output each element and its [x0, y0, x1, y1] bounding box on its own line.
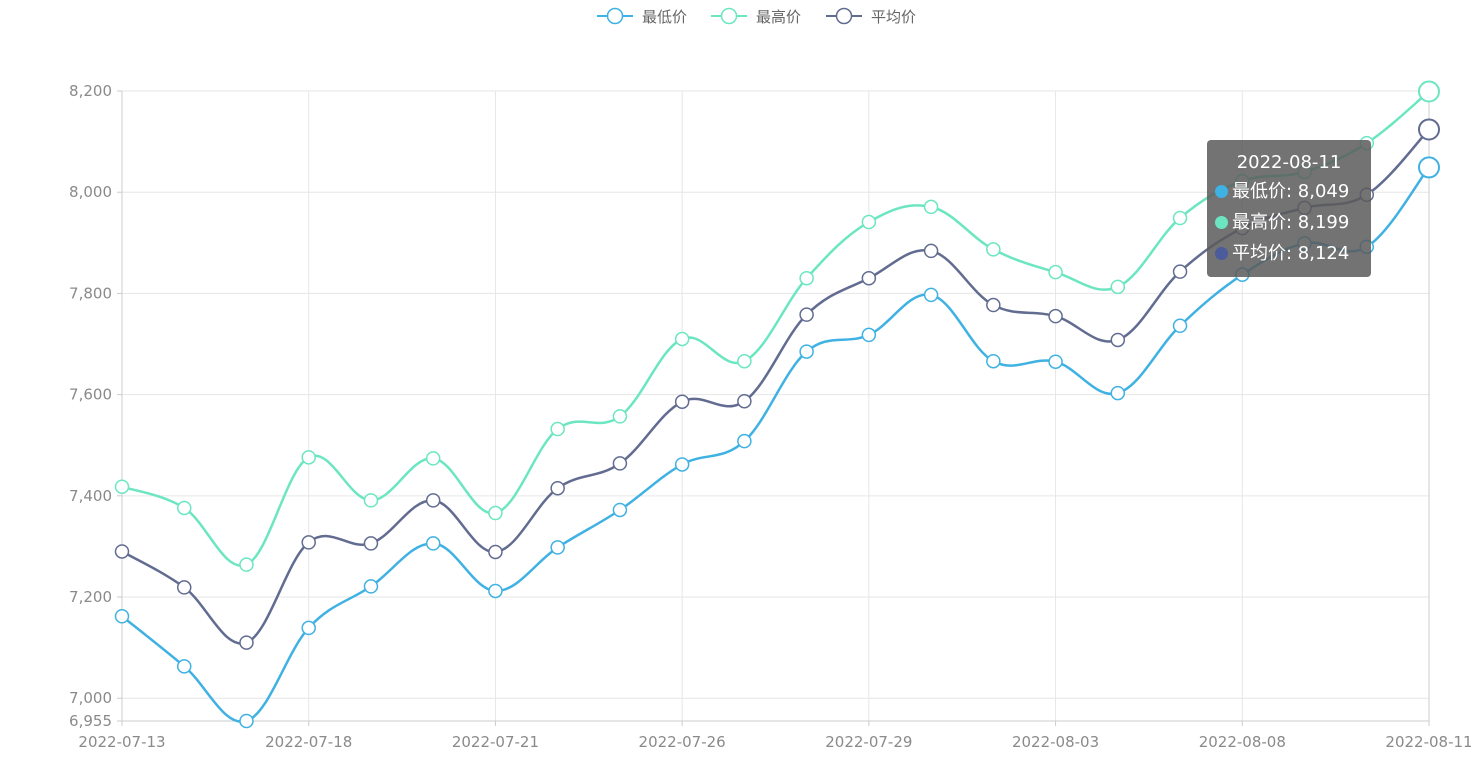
x-tick-label: 2022-08-03 [1012, 733, 1099, 751]
data-point[interactable] [1418, 118, 1440, 141]
y-tick-label: 7,200 [69, 588, 112, 606]
data-point[interactable] [1110, 332, 1126, 348]
data-point[interactable] [612, 409, 628, 424]
data-point[interactable] [861, 270, 877, 286]
data-point[interactable] [1048, 264, 1063, 280]
data-point[interactable] [1418, 80, 1440, 103]
data-point[interactable] [737, 393, 752, 409]
data-point[interactable] [176, 500, 192, 516]
data-point[interactable] [301, 620, 316, 636]
data-point[interactable] [1110, 279, 1126, 295]
data-point[interactable] [176, 580, 192, 595]
data-point[interactable] [176, 659, 192, 674]
data-point[interactable] [674, 331, 690, 347]
legend-label[interactable]: 最低价 [642, 8, 687, 26]
data-point[interactable] [1048, 354, 1063, 369]
data-point[interactable] [239, 635, 254, 650]
data-point[interactable] [737, 433, 752, 449]
y-tick-label: 7,400 [69, 487, 112, 505]
data-point[interactable] [737, 353, 752, 369]
data-point[interactable] [1172, 264, 1188, 279]
tooltip-title: 2022-08-11 [1236, 152, 1342, 173]
y-tick-label: 7,000 [69, 689, 112, 707]
data-point[interactable] [799, 344, 814, 359]
y-tick-label: 7,800 [69, 284, 112, 302]
x-tick-label: 2022-07-13 [78, 733, 165, 751]
data-point[interactable] [363, 536, 379, 551]
data-point[interactable] [363, 493, 379, 508]
y-tick-label: 8,200 [69, 82, 112, 100]
data-point[interactable] [114, 609, 130, 624]
data-point[interactable] [612, 456, 628, 471]
legend-marker[interactable] [606, 7, 624, 25]
data-point[interactable] [861, 214, 877, 230]
data-point[interactable] [923, 199, 939, 215]
x-tick-label: 2022-07-26 [639, 733, 726, 751]
tooltip-label-avg: 平均价: 8,124 [1232, 243, 1350, 264]
y-tick-label: 8,000 [69, 183, 112, 201]
data-point[interactable] [301, 535, 316, 550]
x-tick-label: 2022-07-29 [825, 733, 912, 751]
y-tick-label: 6,955 [69, 712, 112, 730]
x-tick-label: 2022-08-08 [1199, 733, 1286, 751]
data-point[interactable] [986, 242, 1001, 257]
data-point[interactable] [425, 451, 441, 466]
data-point[interactable] [923, 243, 939, 259]
data-point[interactable] [1110, 385, 1126, 401]
legend-label[interactable]: 最高价 [756, 8, 801, 26]
data-point[interactable] [550, 540, 565, 555]
legend-marker[interactable] [835, 7, 853, 25]
data-point[interactable] [612, 502, 628, 518]
series-line-2 [121, 128, 1430, 645]
y-tick-label: 7,600 [69, 386, 112, 404]
data-point[interactable] [239, 557, 254, 572]
data-point[interactable] [1172, 210, 1188, 226]
data-point[interactable] [425, 536, 441, 551]
tooltip: 2022-08-11 最低价: 8,049 最高价: 8,199 平均价: 8,… [1207, 140, 1371, 277]
legend[interactable]: 最低价 最高价 平均价 [597, 7, 916, 26]
data-point[interactable] [1418, 156, 1440, 179]
tooltip-dot-min [1215, 185, 1228, 198]
tooltip-label-min: 最低价: 8,049 [1232, 181, 1350, 202]
legend-marker[interactable] [720, 7, 738, 25]
tooltip-row-max: 最高价: 8,199 [1207, 207, 1371, 238]
x-tick-label: 2022-08-11 [1385, 733, 1471, 751]
data-point[interactable] [488, 544, 503, 560]
tooltip-dot-avg [1215, 247, 1228, 260]
data-point[interactable] [301, 450, 316, 465]
data-point[interactable] [114, 544, 130, 559]
data-point[interactable] [861, 327, 877, 343]
data-point[interactable] [674, 394, 690, 409]
data-point[interactable] [799, 307, 814, 322]
data-point[interactable] [363, 579, 379, 594]
series-line-0 [121, 166, 1430, 723]
tooltip-dot-max [1215, 216, 1228, 229]
tooltip-row-avg: 平均价: 8,124 [1207, 238, 1371, 269]
legend-label[interactable]: 平均价 [871, 8, 916, 26]
data-point[interactable] [1048, 308, 1063, 324]
data-point[interactable] [923, 287, 939, 303]
data-point[interactable] [799, 270, 814, 286]
tooltip-label-max: 最高价: 8,199 [1232, 212, 1350, 233]
data-point[interactable] [986, 297, 1001, 313]
data-point[interactable] [986, 353, 1001, 369]
data-point[interactable] [550, 480, 565, 496]
tooltip-row-min: 最低价: 8,049 [1207, 176, 1371, 207]
data-point[interactable] [488, 583, 503, 599]
x-tick-label: 2022-07-18 [265, 733, 352, 751]
data-point[interactable] [425, 493, 441, 508]
data-point[interactable] [488, 505, 503, 521]
x-tick-label: 2022-07-21 [452, 733, 539, 751]
data-point[interactable] [674, 457, 690, 472]
data-point[interactable] [1172, 318, 1188, 334]
data-point[interactable] [114, 479, 130, 494]
data-point[interactable] [550, 421, 565, 437]
data-point[interactable] [239, 713, 254, 729]
axes: 6,955 7,000 7,200 7,400 7,600 7,800 8,000 8,200… [69, 82, 1471, 751]
